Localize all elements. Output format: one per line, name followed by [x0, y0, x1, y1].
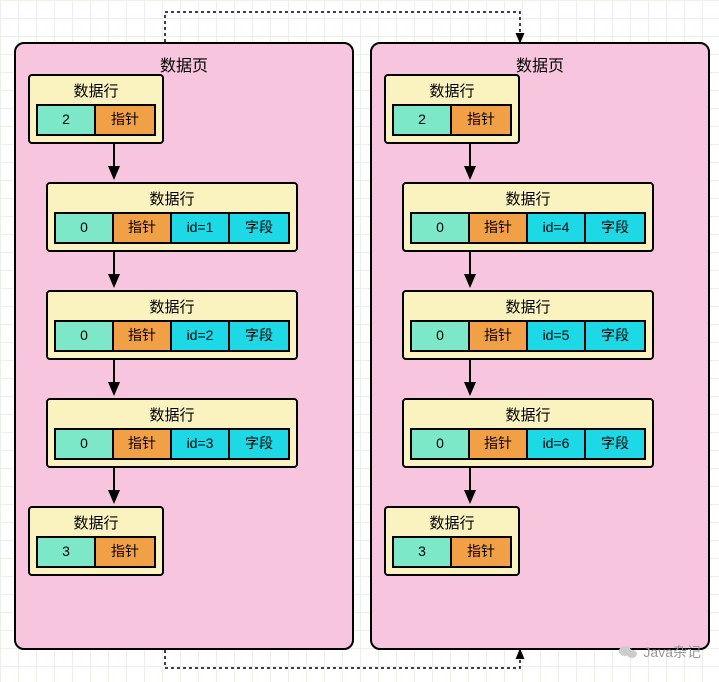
- cell-pointer: 指针: [96, 538, 154, 566]
- cell-field: 字段: [586, 430, 644, 458]
- data-page: 数据页数据行2指针数据行0指针id=4字段数据行0指针id=5字段数据行0指针i…: [370, 42, 710, 650]
- watermark-text: Java杂记: [643, 642, 701, 662]
- row-title: 数据行: [410, 188, 646, 209]
- row-title: 数据行: [54, 296, 290, 317]
- row-cells: 0指针id=3字段: [54, 428, 290, 460]
- cell-number: 3: [38, 538, 96, 566]
- row-title: 数据行: [54, 404, 290, 425]
- cell-number: 2: [38, 106, 96, 134]
- row-cells: 0指针id=1字段: [54, 212, 290, 244]
- data-page: 数据页数据行2指针数据行0指针id=1字段数据行0指针id=2字段数据行0指针i…: [14, 42, 354, 650]
- cell-pointer: 指针: [470, 214, 528, 242]
- row-cells: 0指针id=2字段: [54, 320, 290, 352]
- cell-pointer: 指针: [114, 214, 172, 242]
- cell-id: id=4: [528, 214, 586, 242]
- watermark: Java杂记: [619, 642, 701, 662]
- row-cells: 3指针: [36, 536, 156, 568]
- cell-field: 字段: [230, 214, 288, 242]
- cell-number: 0: [412, 322, 470, 350]
- page-title: 数据页: [26, 52, 342, 76]
- cell-id: id=1: [172, 214, 230, 242]
- row-title: 数据行: [54, 188, 290, 209]
- cell-pointer: 指针: [452, 538, 510, 566]
- row-cells: 0指针id=5字段: [410, 320, 646, 352]
- data-row: 数据行 3指针: [28, 506, 164, 576]
- row-title: 数据行: [392, 512, 512, 533]
- cell-pointer: 指针: [470, 322, 528, 350]
- link-dashed-arrow: [165, 12, 520, 42]
- cell-number: 0: [56, 322, 114, 350]
- data-row: 数据行 0指针id=2字段: [46, 290, 298, 360]
- row-title: 数据行: [410, 296, 646, 317]
- row-cells: 2指针: [36, 104, 156, 136]
- row-title: 数据行: [36, 512, 156, 533]
- cell-id: id=6: [528, 430, 586, 458]
- cell-field: 字段: [230, 322, 288, 350]
- row-title: 数据行: [410, 404, 646, 425]
- wechat-icon: [619, 644, 639, 660]
- data-row: 数据行 0指针id=6字段: [402, 398, 654, 468]
- cell-number: 2: [394, 106, 452, 134]
- cell-pointer: 指针: [452, 106, 510, 134]
- data-row: 数据行 2指针: [28, 74, 164, 144]
- data-row: 数据行 0指针id=5字段: [402, 290, 654, 360]
- cell-field: 字段: [586, 322, 644, 350]
- row-cells: 3指针: [392, 536, 512, 568]
- cell-id: id=5: [528, 322, 586, 350]
- link-dashed-arrow: [165, 650, 520, 668]
- row-cells: 2指针: [392, 104, 512, 136]
- data-row: 数据行 0指针id=4字段: [402, 182, 654, 252]
- row-cells: 0指针id=4字段: [410, 212, 646, 244]
- cell-field: 字段: [586, 214, 644, 242]
- data-row: 数据行 2指针: [384, 74, 520, 144]
- row-title: 数据行: [36, 80, 156, 101]
- cell-number: 0: [412, 430, 470, 458]
- data-row: 数据行 0指针id=1字段: [46, 182, 298, 252]
- cell-pointer: 指针: [96, 106, 154, 134]
- cell-number: 3: [394, 538, 452, 566]
- cell-id: id=3: [172, 430, 230, 458]
- data-row: 数据行 3指针: [384, 506, 520, 576]
- page-title: 数据页: [382, 52, 698, 76]
- row-title: 数据行: [392, 80, 512, 101]
- cell-number: 0: [412, 214, 470, 242]
- cell-pointer: 指针: [470, 430, 528, 458]
- cell-number: 0: [56, 430, 114, 458]
- row-cells: 0指针id=6字段: [410, 428, 646, 460]
- cell-pointer: 指针: [114, 322, 172, 350]
- data-row: 数据行 0指针id=3字段: [46, 398, 298, 468]
- cell-field: 字段: [230, 430, 288, 458]
- cell-number: 0: [56, 214, 114, 242]
- cell-id: id=2: [172, 322, 230, 350]
- cell-pointer: 指针: [114, 430, 172, 458]
